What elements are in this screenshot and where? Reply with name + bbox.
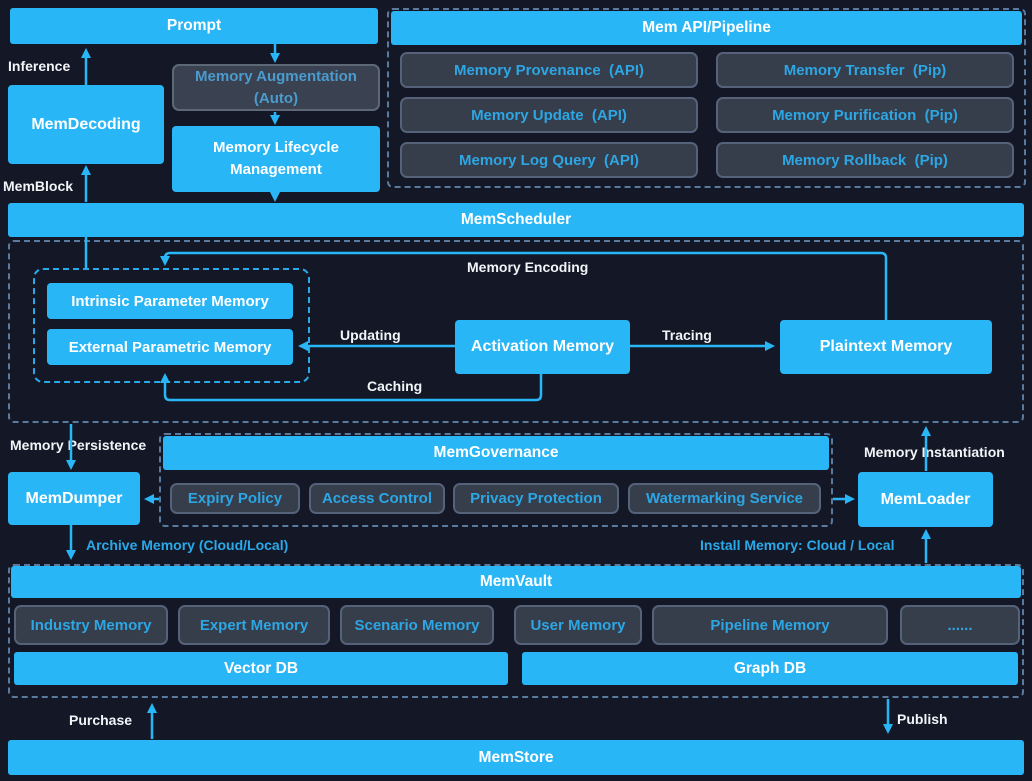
gov-box-watermarking-service: Watermarking Service (628, 483, 821, 514)
label-caching: Caching (367, 378, 423, 394)
label-purchase: Purchase (69, 712, 133, 728)
node-vector-db: Vector DB (14, 652, 508, 685)
memory-lifecycle-line1: Memory Lifecycle (213, 139, 339, 157)
scheduler-bar: MemScheduler (8, 203, 1024, 237)
api-pipeline-container (387, 8, 1026, 188)
label-memory-instantiation: Memory Instantiation (864, 444, 1005, 460)
vault-box-pipeline-memory: Pipeline Memory (652, 605, 888, 645)
api-box-memory-purification: Memory Purification (Pip) (716, 97, 1014, 133)
gov-box-access-control: Access Control (309, 483, 445, 514)
node-activation-memory: Activation Memory (455, 320, 630, 374)
vault-box-ellipsis: ...... (900, 605, 1020, 645)
governance-header: MemGovernance (163, 436, 829, 470)
api-box-memory-transfer: Memory Transfer (Pip) (716, 52, 1014, 88)
store-bar: MemStore (8, 740, 1024, 775)
vault-box-user-memory: User Memory (514, 605, 642, 645)
node-memory-lifecycle-management: Memory Lifecycle Management (172, 126, 380, 192)
node-memory-augmentation: Memory Augmentation (Auto) (172, 64, 380, 111)
node-plaintext-memory: Plaintext Memory (780, 320, 992, 374)
label-archive-memory: Archive Memory (Cloud/Local) (86, 537, 289, 553)
vault-box-expert-memory: Expert Memory (178, 605, 330, 645)
vault-box-industry-memory: Industry Memory (14, 605, 168, 645)
vault-container (8, 564, 1024, 698)
memory-lifecycle-line2: Management (230, 161, 322, 178)
node-intrinsic-parameter-memory: Intrinsic Parameter Memory (47, 283, 293, 319)
node-mem-decoding: MemDecoding (8, 85, 164, 164)
gov-box-privacy-protection: Privacy Protection (453, 483, 619, 514)
vault-header: MemVault (11, 566, 1021, 598)
label-publish: Publish (897, 711, 948, 727)
memory-augmentation-line1: Memory Augmentation (195, 67, 357, 85)
label-updating: Updating (340, 327, 401, 343)
node-external-parametric-memory: External Parametric Memory (47, 329, 293, 365)
label-tracing: Tracing (662, 327, 712, 343)
api-box-memory-provenance: Memory Provenance (API) (400, 52, 698, 88)
memory-layer-container (8, 240, 1024, 423)
api-box-memory-rollback: Memory Rollback (Pip) (716, 142, 1014, 178)
governance-container (159, 433, 833, 527)
label-install-memory: Install Memory: Cloud / Local (700, 537, 895, 553)
label-memblock: MemBlock (3, 178, 74, 194)
vault-box-scenario-memory: Scenario Memory (340, 605, 494, 645)
node-mem-loader: MemLoader (858, 472, 993, 527)
gov-box-expiry-policy: Expiry Policy (170, 483, 300, 514)
memory-augmentation-line2: (Auto) (253, 89, 299, 107)
api-box-memory-log-query: Memory Log Query (API) (400, 142, 698, 178)
node-prompt: Prompt (10, 8, 378, 44)
node-graph-db: Graph DB (522, 652, 1018, 685)
api-box-memory-update: Memory Update (API) (400, 97, 698, 133)
node-mem-dumper: MemDumper (8, 472, 140, 525)
api-pipeline-header: Mem API/Pipeline (391, 11, 1022, 45)
label-memory-persistence: Memory Persistence (10, 437, 147, 453)
label-inference: Inference (8, 58, 71, 74)
label-memory-encoding: Memory Encoding (467, 259, 589, 275)
